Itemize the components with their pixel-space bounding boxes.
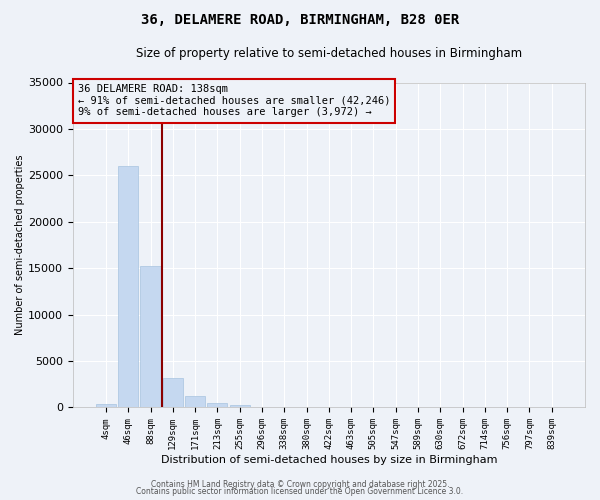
Bar bbox=[140, 266, 161, 408]
Bar bbox=[96, 404, 116, 407]
Y-axis label: Number of semi-detached properties: Number of semi-detached properties bbox=[15, 154, 25, 335]
Title: Size of property relative to semi-detached houses in Birmingham: Size of property relative to semi-detach… bbox=[136, 48, 522, 60]
Bar bbox=[230, 405, 250, 407]
Text: Contains HM Land Registry data © Crown copyright and database right 2025.: Contains HM Land Registry data © Crown c… bbox=[151, 480, 449, 489]
Text: 36, DELAMERE ROAD, BIRMINGHAM, B28 0ER: 36, DELAMERE ROAD, BIRMINGHAM, B28 0ER bbox=[141, 12, 459, 26]
Bar bbox=[163, 378, 183, 408]
Bar bbox=[252, 406, 272, 408]
Bar bbox=[118, 166, 138, 408]
Bar bbox=[208, 404, 227, 407]
Bar bbox=[185, 396, 205, 407]
Text: 36 DELAMERE ROAD: 138sqm
← 91% of semi-detached houses are smaller (42,246)
9% o: 36 DELAMERE ROAD: 138sqm ← 91% of semi-d… bbox=[78, 84, 390, 117]
X-axis label: Distribution of semi-detached houses by size in Birmingham: Distribution of semi-detached houses by … bbox=[161, 455, 497, 465]
Text: Contains public sector information licensed under the Open Government Licence 3.: Contains public sector information licen… bbox=[136, 487, 464, 496]
